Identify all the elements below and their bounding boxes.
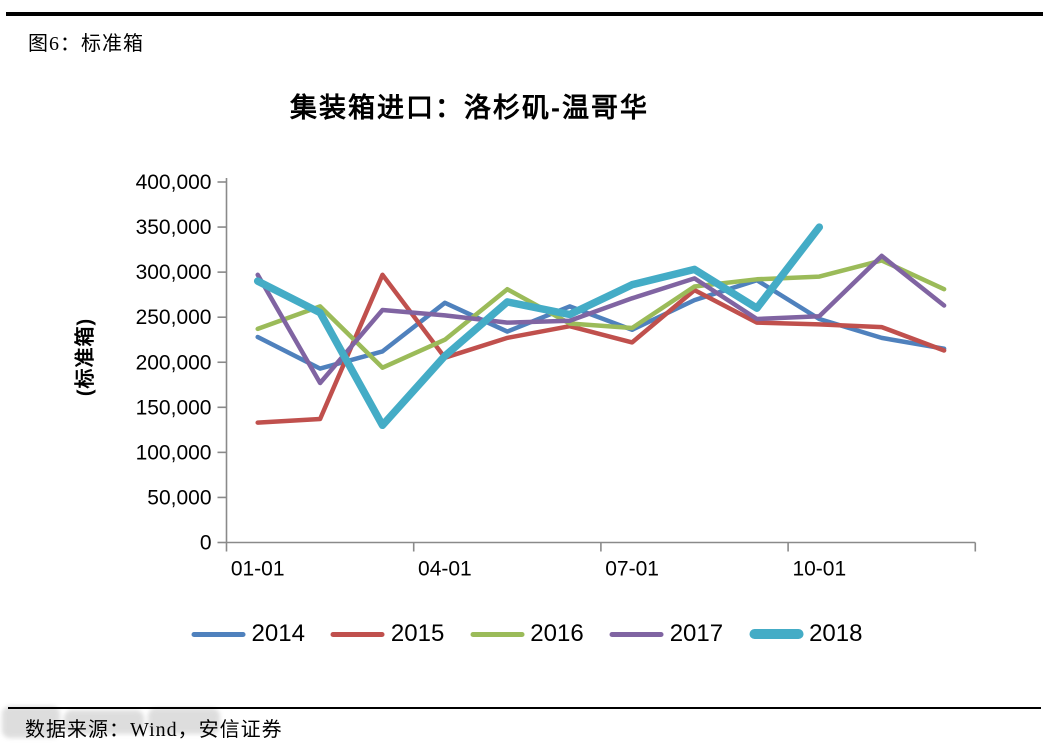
legend-swatch-2016 xyxy=(470,631,525,637)
legend-item-2018: 2018 xyxy=(749,620,862,648)
legend-swatch-2018 xyxy=(749,629,804,639)
x-tick-label: 04-01 xyxy=(418,558,472,581)
legend-item-2017: 2017 xyxy=(609,620,724,648)
legend-label-2017: 2017 xyxy=(669,620,724,647)
series-line-2014 xyxy=(255,277,947,371)
data-source: 数据来源：Wind，安信证券 xyxy=(25,719,283,741)
y-tick-label: 0 xyxy=(200,532,212,555)
chart-title: 集装箱进口：洛杉矶-温哥华 xyxy=(290,93,649,123)
legend-label-2018: 2018 xyxy=(809,620,863,647)
y-tick-label: 250,000 xyxy=(136,306,212,329)
y-tick-label: 200,000 xyxy=(136,351,212,374)
legend-swatch-2014 xyxy=(191,631,246,637)
legend-item-2014: 2014 xyxy=(191,620,305,648)
legend-swatch-2017 xyxy=(609,631,664,637)
top-divider xyxy=(6,12,1043,16)
legend-label-2014: 2014 xyxy=(251,620,305,647)
legend-item-2015: 2015 xyxy=(330,620,445,648)
y-tick-label: 350,000 xyxy=(136,216,212,239)
y-tick-label: 100,000 xyxy=(136,441,212,464)
x-tick-label: 07-01 xyxy=(605,558,659,581)
series-line-2018 xyxy=(253,223,824,430)
x-tick-label: 10-01 xyxy=(792,558,846,581)
series-line-2015 xyxy=(255,272,947,425)
legend-item-2016: 2016 xyxy=(470,620,584,648)
y-tick-label: 300,000 xyxy=(136,261,212,284)
legend-label-2016: 2016 xyxy=(530,620,584,647)
legend-swatch-2015 xyxy=(330,631,385,637)
figure-caption: 图6：标准箱 xyxy=(28,33,144,55)
footer-divider xyxy=(8,707,1041,709)
y-tick-label: 150,000 xyxy=(136,396,212,419)
chart-legend: 2014 2015 2016 2017 2018 xyxy=(191,620,862,648)
y-tick-label: 50,000 xyxy=(147,486,211,509)
series-line-2016 xyxy=(255,258,947,370)
y-tick-label: 400,000 xyxy=(136,171,212,194)
series-line-2017 xyxy=(255,253,947,386)
x-tick-label: 01-01 xyxy=(231,558,285,581)
legend-label-2015: 2015 xyxy=(390,620,445,647)
